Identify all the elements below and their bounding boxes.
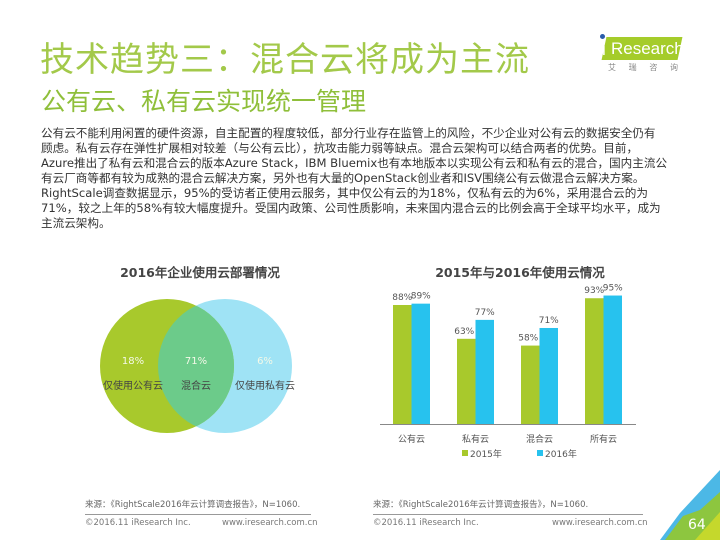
footer-copyright-left: ©2016.11 iResearch Inc.	[85, 518, 191, 528]
venn-set-label: 混合云	[181, 379, 211, 392]
logo-char: 瑞	[628, 63, 637, 72]
footer-copyright-right: ©2016.11 iResearch Inc.	[373, 518, 479, 528]
legend-label: 2015年	[470, 448, 502, 460]
bar-data-label: 89%	[411, 292, 431, 302]
x-tick-label: 混合云	[526, 433, 553, 445]
footer-url-left[interactable]: www.iresearch.com.cn	[222, 518, 318, 528]
logo-chinese: 艾 瑞 咨 询	[608, 63, 678, 73]
legend-swatch	[462, 450, 468, 456]
body-line: RightScale调查数据显示，95%的受访者正使用云服务，其中仅公有云的为1…	[41, 186, 648, 200]
legend-swatch	[537, 450, 543, 456]
bar-data-label: 93%	[584, 286, 604, 296]
bar-data-label: 77%	[475, 308, 495, 318]
venn-value-label: 18%	[122, 356, 144, 367]
venn-value-label: 71%	[185, 356, 207, 367]
page-title: 技术趋势三：混合云将成为主流	[40, 40, 530, 80]
x-tick-label: 私有云	[462, 433, 489, 445]
logo-char: 询	[669, 63, 678, 72]
footer-divider-right	[373, 514, 643, 515]
body-line: 有云厂商等都有较为成熟的混合云解决方案，另外也有大量的OpenStack创业者和…	[41, 171, 645, 185]
logo-char: 艾	[608, 63, 616, 72]
bar-data-label: 95%	[603, 284, 623, 294]
logo-dot-icon	[600, 34, 605, 39]
bar-data-label: 71%	[539, 316, 559, 326]
logo-brand-text: Research	[611, 39, 684, 58]
bar-2016	[539, 327, 558, 424]
bar-2015	[393, 305, 412, 424]
bar-2016	[411, 303, 430, 424]
legend-label: 2016年	[545, 448, 577, 460]
bar-data-label: 63%	[454, 327, 474, 337]
body-line: 公有云不能利用闲置的硬件资源，自主配置的程度较低，部分行业存在监管上的风险，不少…	[41, 126, 656, 140]
venn-chart-title: 2016年企业使用云部署情况	[120, 265, 280, 280]
body-line: 主流云架构。	[41, 216, 111, 230]
footer-url-right[interactable]: www.iresearch.com.cn	[552, 518, 648, 528]
bar-2015	[585, 298, 604, 424]
bar-2016	[475, 319, 494, 424]
logo-brand-i: i	[602, 40, 606, 59]
venn-intersection-hybrid	[158, 299, 234, 433]
venn-value-label: 6%	[257, 356, 273, 367]
x-tick-label: 公有云	[398, 433, 425, 445]
footer-source-right: 来源：《RightScale2016年云计算调查报告》，N=1060.	[373, 500, 589, 510]
page-subtitle: 公有云、私有云实现统一管理	[41, 87, 367, 116]
bar-2015	[457, 338, 476, 424]
body-line: 71%，较之上年的58%有较大幅度提升。受国内政策、公司性质影响，未来国内混合云…	[41, 201, 661, 215]
bar-data-label: 58%	[518, 334, 538, 344]
page-number: 64	[688, 517, 706, 533]
x-tick-label: 所有云	[590, 433, 617, 445]
bar-2016	[603, 295, 622, 424]
body-paragraph: 公有云不能利用闲置的硬件资源，自主配置的程度较低，部分行业存在监管上的风险，不少…	[41, 126, 691, 231]
footer-source-left: 来源：《RightScale2016年云计算调查报告》，N=1060.	[85, 500, 301, 510]
bar-data-label: 88%	[392, 293, 412, 303]
logo-char: 咨	[649, 63, 658, 72]
venn-set-label: 仅使用公有云	[103, 379, 163, 392]
body-line: Azure推出了私有云和混合云的版本Azure Stack，IBM Bluemi…	[41, 156, 668, 170]
footer-divider-left	[85, 514, 311, 515]
venn-set-label: 仅使用私有云	[235, 379, 295, 392]
body-line: 顾虑。私有云存在弹性扩展相对较差（与公有云比），抗攻击能力弱等缺点。混合云架构可…	[41, 141, 639, 155]
iresearch-logo: i Research 艾 瑞 咨 询	[598, 34, 684, 74]
bar-2015	[521, 345, 540, 424]
bar-chart-title: 2015年与2016年使用云情况	[435, 265, 605, 280]
